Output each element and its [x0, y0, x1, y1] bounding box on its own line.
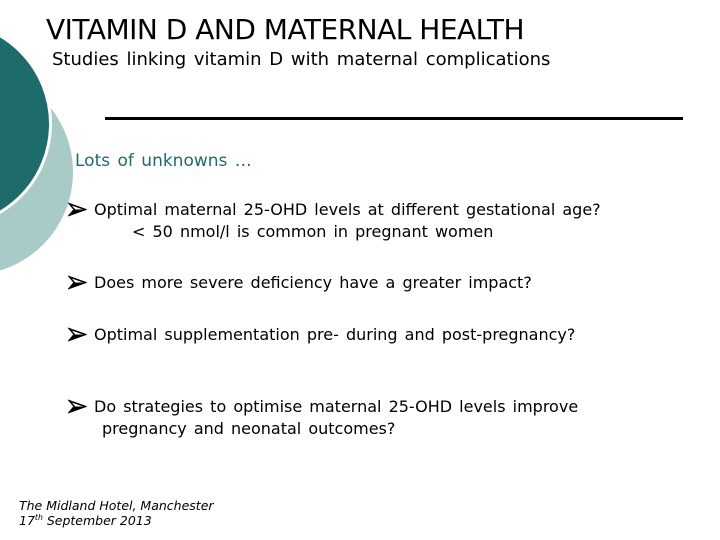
bullet-line: Does more severe deficiency have a great… [94, 273, 532, 292]
bullet-item: Does more severe deficiency have a great… [67, 272, 718, 294]
arrowhead-bullet-icon [67, 275, 88, 294]
bullet-item: Optimal supplementation pre- during and … [67, 324, 718, 346]
footer-date-rest: September 2013 [42, 512, 152, 528]
footer-venue: The Midland Hotel, Manchester [19, 498, 214, 513]
bullet-text: Do strategies to optimise maternal 25-OH… [94, 396, 578, 440]
bullet-item: Optimal maternal 25-OHD levels at differ… [67, 199, 718, 243]
arrowhead-bullet-icon [67, 399, 88, 418]
bullet-text: Does more severe deficiency have a great… [94, 272, 532, 294]
page-subtitle: Studies linking vitamin D with maternal … [52, 49, 551, 70]
bullet-line: < 50 nmol/l is common in pregnant women [132, 222, 494, 241]
intro-text: Lots of unknowns … [75, 151, 252, 171]
page-title: VITAMIN D AND MATERNAL HEALTH [46, 13, 525, 46]
bullet-list: Optimal maternal 25-OHD levels at differ… [67, 199, 718, 440]
bullet-line: Optimal supplementation pre- during and … [94, 325, 576, 344]
bullet-line: pregnancy and neonatal outcomes? [102, 419, 396, 438]
bullet-item: Do strategies to optimise maternal 25-OH… [67, 396, 718, 440]
footer-date: 17th September 2013 [19, 512, 214, 529]
arrowhead-bullet-icon [67, 327, 88, 346]
footer: The Midland Hotel, Manchester 17th Septe… [19, 498, 214, 529]
bullet-line: Do strategies to optimise maternal 25-OH… [94, 397, 579, 416]
bullet-line: Optimal maternal 25-OHD levels at differ… [94, 200, 601, 219]
bullet-text: Optimal supplementation pre- during and … [94, 324, 575, 346]
title-divider [105, 117, 683, 120]
footer-date-day: 17 [19, 512, 35, 528]
footer-date-ordinal: th [34, 512, 43, 522]
bullet-text: Optimal maternal 25-OHD levels at differ… [94, 199, 601, 243]
arrowhead-bullet-icon [67, 202, 88, 221]
